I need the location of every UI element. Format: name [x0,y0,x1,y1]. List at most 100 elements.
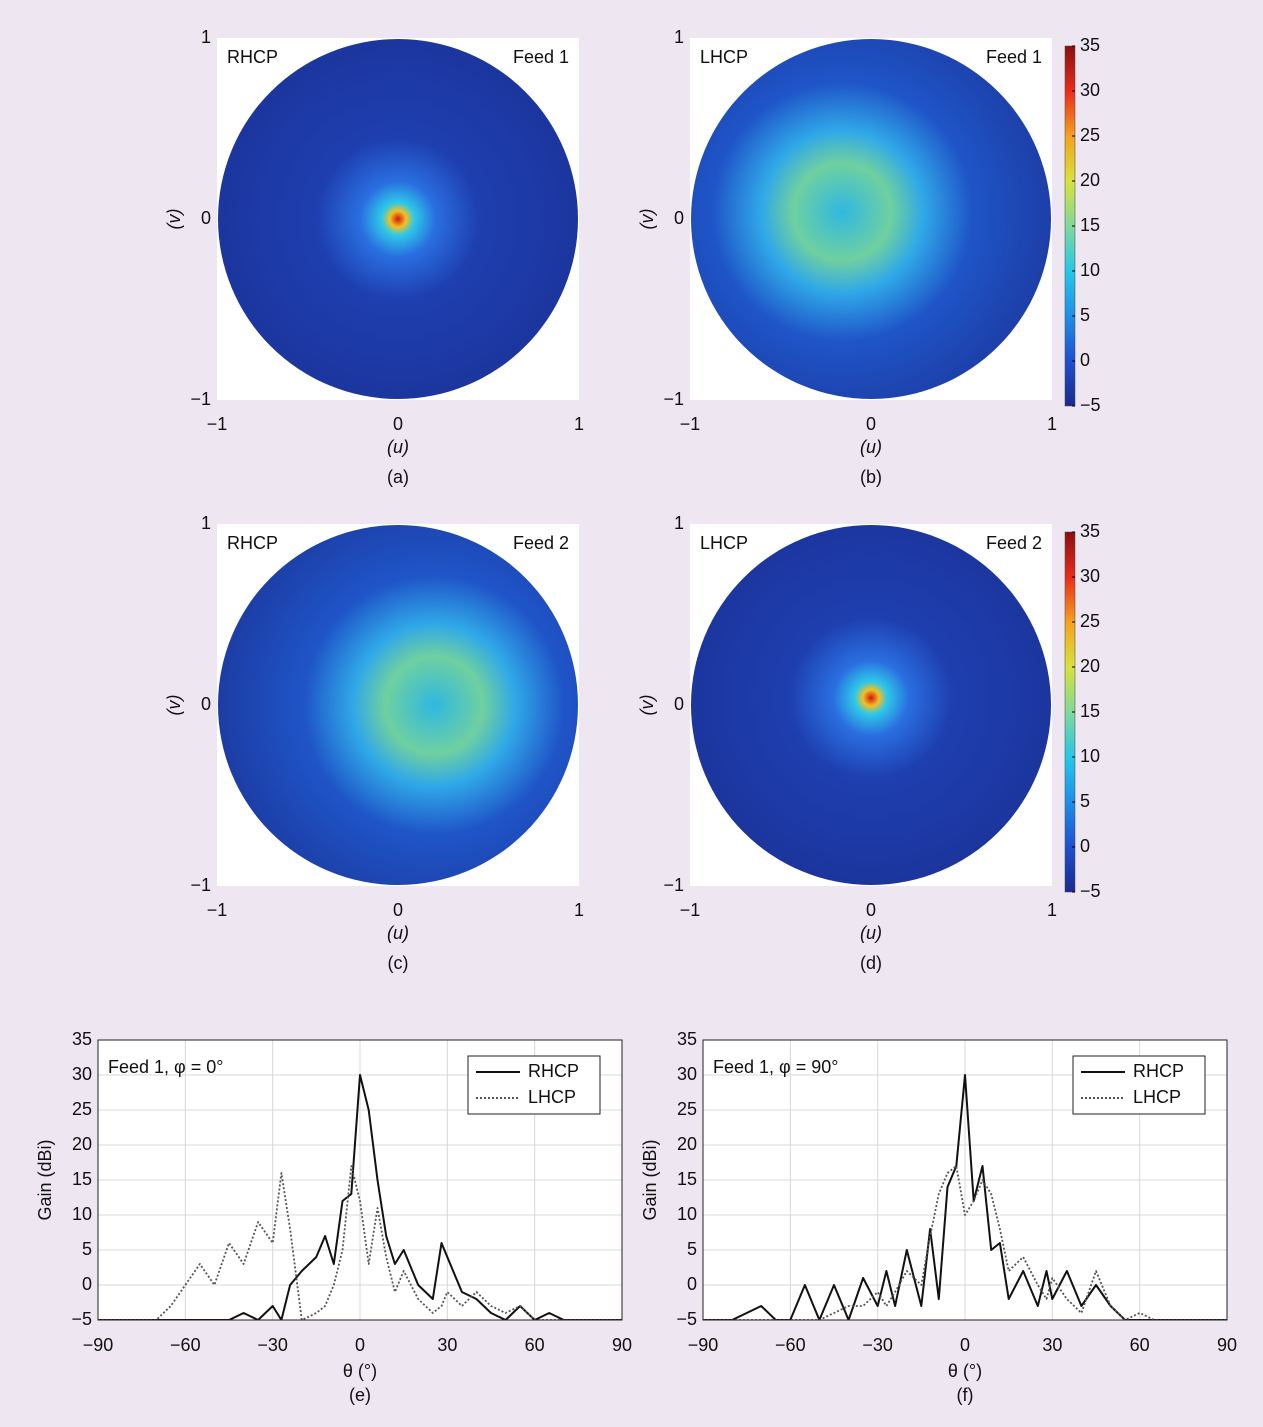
pattern-disc [218,39,578,399]
x-tick-label: 0 [866,900,876,920]
colorbar-tick-label: 20 [1080,170,1100,190]
y-tick-label: 0 [201,694,211,714]
y-tick-label: 1 [674,27,684,47]
y-tick-label: 30 [72,1064,92,1084]
y-tick-label: −1 [190,389,211,409]
colorbar-tick-label: 20 [1080,656,1100,676]
pattern-disc [218,525,578,885]
y-tick-label: 0 [674,694,684,714]
x-tick-label: 90 [1217,1335,1237,1355]
colorbar-tick-label: 10 [1080,260,1100,280]
y-tick-label: 25 [677,1099,697,1119]
y-tick-label: 0 [687,1274,697,1294]
y-axis-label: Gain (dBi) [35,1139,55,1220]
y-tick-label: −5 [676,1309,697,1329]
colorbar-tick-label: 25 [1080,611,1100,631]
caption: (e) [349,1385,371,1405]
corner-label: LHCP [700,533,748,553]
annotation: Feed 1, φ = 90° [713,1057,838,1077]
x-axis-label: (u) [387,437,409,457]
x-tick-label: 1 [574,414,584,434]
y-axis-label: (v) [637,209,657,230]
corner-label: Feed 1 [986,47,1042,67]
x-tick-label: −1 [207,414,228,434]
x-tick-label: 30 [437,1335,457,1355]
colorbar-tick-label: 0 [1080,350,1090,370]
x-tick-label: 0 [960,1335,970,1355]
x-axis-label: θ (°) [948,1361,982,1381]
y-axis-label: Gain (dBi) [640,1139,660,1220]
colorbar-tick-label: 35 [1080,521,1100,541]
x-tick-label: −60 [170,1335,201,1355]
x-axis-label: (u) [387,923,409,943]
y-tick-label: 1 [201,27,211,47]
y-axis-label: (v) [164,695,184,716]
y-tick-label: −1 [190,875,211,895]
y-tick-label: 5 [687,1239,697,1259]
x-axis-label: θ (°) [343,1361,377,1381]
x-tick-label: 60 [525,1335,545,1355]
y-axis-label: (v) [637,695,657,716]
x-axis-label: (u) [860,437,882,457]
colorbar-tick-label: 0 [1080,836,1090,856]
y-tick-label: 10 [72,1204,92,1224]
corner-label: RHCP [227,47,278,67]
y-tick-label: −1 [663,875,684,895]
y-tick-label: 0 [674,208,684,228]
x-tick-label: 0 [355,1335,365,1355]
x-tick-label: −1 [207,900,228,920]
y-tick-label: −1 [663,389,684,409]
x-tick-label: 0 [866,414,876,434]
y-tick-label: 10 [677,1204,697,1224]
legend-label: RHCP [528,1061,579,1081]
legend-label: LHCP [1133,1087,1181,1107]
corner-label: Feed 2 [986,533,1042,553]
colorbar-tick-label: 35 [1080,35,1100,55]
corner-label: RHCP [227,533,278,553]
legend-box [1072,1055,1206,1115]
x-tick-label: 1 [1047,414,1057,434]
corner-label: Feed 2 [513,533,569,553]
colorbar-tick-label: −5 [1080,881,1101,901]
plot-frame [97,1039,623,1321]
colorbar-tick-label: 25 [1080,125,1100,145]
y-tick-label: 30 [677,1064,697,1084]
y-tick-label: −5 [71,1309,92,1329]
colorbar-tick-label: 30 [1080,566,1100,586]
series-line [98,1074,622,1320]
y-tick-label: 25 [72,1099,92,1119]
y-tick-label: 5 [82,1239,92,1259]
caption: (f) [957,1385,974,1405]
x-tick-label: −60 [775,1335,806,1355]
colorbar-tick-label: 15 [1080,701,1100,721]
x-tick-label: −1 [680,900,701,920]
y-tick-label: 0 [82,1274,92,1294]
colorbar-tick-label: 10 [1080,746,1100,766]
annotation: Feed 1, φ = 0° [108,1057,223,1077]
y-tick-label: 35 [677,1029,697,1049]
legend-box [467,1055,601,1115]
y-tick-label: 35 [72,1029,92,1049]
plot-frame [702,1039,1228,1321]
y-tick-label: 15 [72,1169,92,1189]
x-tick-label: −30 [257,1335,288,1355]
colorbar-tick-label: 5 [1080,305,1090,325]
series-line [98,1165,622,1320]
pattern-disc [691,525,1051,885]
legend-label: LHCP [528,1087,576,1107]
x-tick-label: 0 [393,900,403,920]
y-axis-label: (v) [164,209,184,230]
series-line [703,1074,1227,1320]
y-tick-label: 15 [677,1169,697,1189]
x-tick-label: −90 [83,1335,114,1355]
x-tick-label: 0 [393,414,403,434]
colorbar-tick-label: 15 [1080,215,1100,235]
colorbar-tick-label: −5 [1080,395,1101,415]
y-tick-label: 20 [72,1134,92,1154]
x-tick-label: 1 [1047,900,1057,920]
y-tick-label: 20 [677,1134,697,1154]
x-tick-label: −30 [862,1335,893,1355]
pattern-disc [691,39,1051,399]
corner-label: Feed 1 [513,47,569,67]
x-axis-label: (u) [860,923,882,943]
